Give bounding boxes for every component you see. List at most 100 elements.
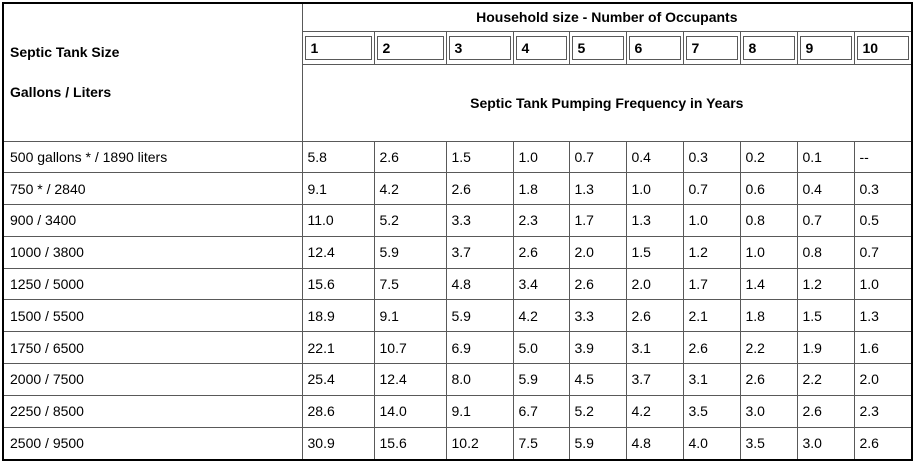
pumping-frequency-cell: 5.9	[445, 299, 514, 333]
pumping-frequency-cell: 3.5	[739, 426, 798, 461]
pumping-frequency-cell: 3.0	[796, 426, 855, 461]
pumping-frequency-cell: 9.1	[373, 299, 447, 333]
occupant-count-cell: 5	[568, 30, 627, 65]
pumping-frequency-cell: 1.3	[568, 172, 627, 206]
pumping-frequency-cell: 2.1	[682, 299, 741, 333]
pumping-frequency-cell: 2.3	[512, 204, 570, 237]
pumping-frequency-cell: --	[853, 140, 913, 174]
table-row: 1000 / 3800 12.4 5.9 3.7 2.6 2.0 1.5 1.2 1.0 0.8 0…	[2, 235, 913, 269]
pumping-frequency-cell: 15.6	[373, 426, 447, 461]
pumping-frequency-cell: 0.7	[682, 172, 741, 206]
occupant-count-box: 4	[515, 35, 567, 60]
frequency-title: Septic Tank Pumping Frequency in Years	[301, 63, 913, 142]
pumping-frequency-cell: 4.2	[625, 394, 684, 428]
pumping-frequency-cell: 2.6	[512, 235, 570, 269]
pumping-frequency-cell: 5.2	[373, 204, 447, 237]
occupant-count-cell: 8	[739, 30, 798, 65]
pumping-frequency-cell: 1.5	[796, 299, 855, 333]
tank-size-cell: 2250 / 8500	[2, 394, 303, 428]
pumping-frequency-cell: 12.4	[373, 363, 447, 396]
pumping-frequency-cell: 2.6	[625, 299, 684, 333]
pumping-frequency-cell: 6.7	[512, 394, 570, 428]
pumping-frequency-cell: 2.6	[682, 331, 741, 365]
pumping-frequency-cell: 10.2	[445, 426, 514, 461]
pumping-frequency-cell: 2.0	[625, 267, 684, 301]
tank-size-cell: 750 * / 2840	[2, 172, 303, 206]
pumping-frequency-cell: 3.4	[512, 267, 570, 301]
pumping-frequency-cell: 1.6	[853, 331, 913, 365]
pumping-frequency-cell: 0.2	[739, 140, 798, 174]
tank-size-cell: 1250 / 5000	[2, 267, 303, 301]
row-group-header: Septic Tank Size Gallons / Liters	[2, 2, 303, 142]
pumping-frequency-cell: 3.3	[445, 204, 514, 237]
pumping-frequency-cell: 4.8	[625, 426, 684, 461]
occupant-count-cell: 7	[682, 30, 741, 65]
occupant-count-box: 10	[856, 35, 910, 60]
pumping-frequency-cell: 1.0	[739, 235, 798, 269]
row-group-label-line1: Septic Tank Size	[10, 44, 120, 61]
pumping-frequency-cell: 1.3	[625, 204, 684, 237]
tank-size-cell: 1500 / 5500	[2, 299, 303, 333]
pumping-frequency-cell: 1.8	[512, 172, 570, 206]
pumping-frequency-cell: 3.3	[568, 299, 627, 333]
pumping-frequency-cell: 18.9	[301, 299, 375, 333]
table-row: 1750 / 6500 22.1 10.7 6.9 5.0 3.9 3.1 2.6 2.2 1.9…	[2, 331, 913, 365]
pumping-frequency-cell: 0.1	[796, 140, 855, 174]
occupant-count-cell: 3	[445, 30, 514, 65]
pumping-frequency-cell: 0.4	[625, 140, 684, 174]
pumping-frequency-cell: 2.6	[853, 426, 913, 461]
occupant-count-box: 1	[304, 35, 372, 60]
pumping-frequency-cell: 2.6	[739, 363, 798, 396]
pumping-frequency-cell: 12.4	[301, 235, 375, 269]
pumping-frequency-cell: 7.5	[373, 267, 447, 301]
table-header: Septic Tank Size Gallons / Liters Househ…	[2, 2, 913, 142]
pumping-frequency-cell: 2.6	[796, 394, 855, 428]
pumping-frequency-cell: 2.6	[373, 140, 447, 174]
table-row: 1250 / 5000 15.6 7.5 4.8 3.4 2.6 2.0 1.7 1.4 1.2 1…	[2, 267, 913, 301]
pumping-frequency-cell: 22.1	[301, 331, 375, 365]
pumping-frequency-cell: 2.6	[445, 172, 514, 206]
occupant-count-box: 8	[742, 35, 795, 60]
pumping-frequency-cell: 4.5	[568, 363, 627, 396]
frequency-title-row: Septic Tank Pumping Frequency in Years	[3, 63, 913, 142]
tank-size-cell: 900 / 3400	[2, 204, 303, 237]
table-row: 500 gallons * / 1890 liters 5.8 2.6 1.5 1.0 0…	[2, 140, 913, 174]
pumping-frequency-cell: 6.9	[445, 331, 514, 365]
pumping-frequency-cell: 25.4	[301, 363, 375, 396]
pumping-frequency-cell: 3.0	[739, 394, 798, 428]
occupant-count-cell: 4	[512, 30, 570, 65]
table-body: 500 gallons * / 1890 liters 5.8 2.6 1.5 1.0 0…	[2, 140, 913, 461]
pumping-frequency-cell: 15.6	[301, 267, 375, 301]
pumping-frequency-cell: 14.0	[373, 394, 447, 428]
pumping-frequency-cell: 0.3	[853, 172, 913, 206]
header-row-occupants-title: Septic Tank Size Gallons / Liters Househ…	[2, 2, 913, 142]
occupant-count-box: 5	[571, 35, 624, 60]
pumping-frequency-cell: 1.7	[682, 267, 741, 301]
pumping-frequency-cell: 1.7	[568, 204, 627, 237]
pumping-frequency-cell: 1.0	[625, 172, 684, 206]
pumping-frequency-cell: 0.7	[796, 204, 855, 237]
pumping-frequency-cell: 10.7	[373, 331, 447, 365]
pumping-frequency-cell: 30.9	[301, 426, 375, 461]
tank-size-cell: 1000 / 3800	[2, 235, 303, 269]
occupant-count-box: 2	[376, 35, 444, 60]
pumping-frequency-cell: 4.2	[512, 299, 570, 333]
pumping-frequency-cell: 1.5	[625, 235, 684, 269]
pumping-frequency-cell: 2.2	[796, 363, 855, 396]
occupant-count-box: 3	[448, 35, 511, 60]
pumping-frequency-cell: 1.0	[853, 267, 913, 301]
pumping-frequency-cell: 4.0	[682, 426, 741, 461]
occupants-number-row: 1 2 3 4 5 6 7 8 9 10	[3, 30, 913, 65]
table-row: 750 * / 2840 9.1 4.2 2.6 1.8 1.3 1.0 0.7 0.6 0.4 0…	[2, 172, 913, 206]
pumping-frequency-cell: 8.0	[445, 363, 514, 396]
pumping-frequency-cell: 5.9	[568, 426, 627, 461]
pumping-frequency-cell: 3.1	[682, 363, 741, 396]
occupant-count-cell: 1	[301, 30, 375, 65]
occupant-count-cell: 6	[625, 30, 684, 65]
pumping-frequency-cell: 0.3	[682, 140, 741, 174]
table-row: 900 / 3400 11.0 5.2 3.3 2.3 1.7 1.3 1.0 0.8 0.7 0.…	[2, 204, 913, 237]
occupant-count-cell: 10	[853, 30, 913, 65]
tank-size-cell: 1750 / 6500	[2, 331, 303, 365]
pumping-frequency-cell: 1.9	[796, 331, 855, 365]
